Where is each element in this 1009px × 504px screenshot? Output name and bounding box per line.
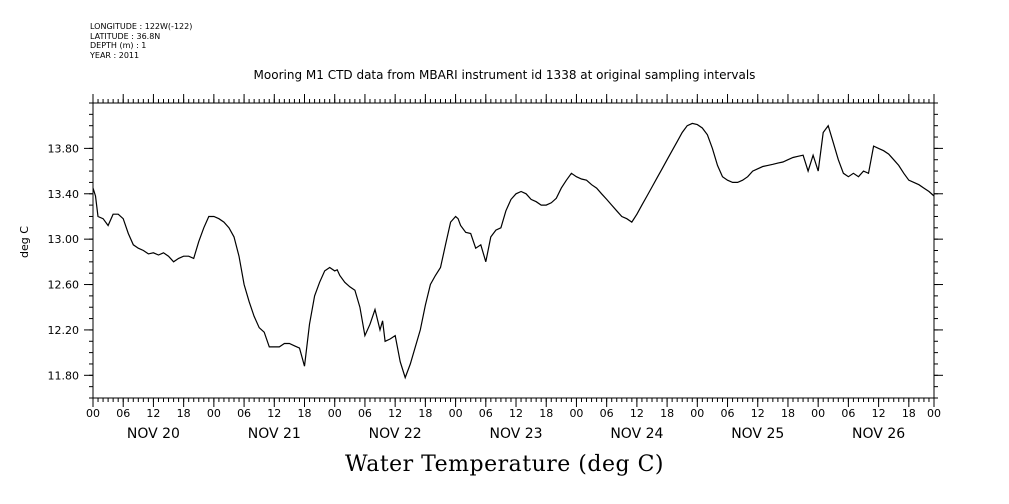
x-hour-tick-label: 00 (328, 407, 342, 420)
x-hour-tick-label: 18 (539, 407, 553, 420)
y-tick-label: 13.80 (48, 142, 80, 155)
x-hour-tick-label: 00 (207, 407, 221, 420)
year-label: YEAR : 2011 (90, 50, 140, 60)
x-hour-tick-label: 12 (751, 407, 765, 420)
plot-frame (92, 102, 935, 399)
x-hour-tick-label: 06 (600, 407, 614, 420)
x-hour-tick-label: 06 (237, 407, 251, 420)
x-hour-tick-label: 00 (811, 407, 825, 420)
x-hour-tick-label: 00 (927, 407, 941, 420)
latitude-label: LATITUDE : 36.8N (90, 31, 161, 41)
x-hour-tick-label: 00 (569, 407, 583, 420)
x-hour-tick-label: 06 (721, 407, 735, 420)
y-tick-label: 13.40 (48, 188, 80, 201)
y-tick-label: 12.20 (48, 324, 80, 337)
x-hour-tick-label: 00 (690, 407, 704, 420)
x-hour-tick-label: 18 (298, 407, 312, 420)
y-tick-label: 12.60 (48, 279, 80, 292)
x-hour-tick-label: 12 (872, 407, 886, 420)
x-hour-tick-label: 12 (630, 407, 644, 420)
x-hour-tick-label: 12 (146, 407, 160, 420)
x-hour-tick-label: 18 (177, 407, 191, 420)
x-hour-tick-label: 18 (418, 407, 432, 420)
metadata-block: LONGITUDE : 122W(-122) LATITUDE : 36.8N … (90, 22, 192, 60)
x-date-label: NOV 24 (610, 426, 663, 442)
y-tick-label: 13.00 (48, 233, 80, 246)
x-hour-tick-label: 00 (86, 407, 100, 420)
x-hour-tick-label: 18 (781, 407, 795, 420)
x-hour-tick-label: 18 (902, 407, 916, 420)
x-date-label: NOV 20 (127, 426, 180, 442)
longitude-label: LONGITUDE : 122W(-122) (90, 22, 193, 31)
x-date-label: NOV 21 (248, 426, 301, 442)
x-hour-tick-label: 06 (358, 407, 372, 420)
x-hour-tick-label: 06 (479, 407, 493, 420)
x-hour-tick-label: 00 (449, 407, 463, 420)
water-temperature-line (92, 122, 935, 380)
depth-label: DEPTH (m) : 1 (90, 41, 147, 50)
x-hour-tick-label: 18 (660, 407, 674, 420)
x-hour-tick-label: 12 (509, 407, 523, 420)
x-hour-tick-label: 12 (267, 407, 281, 420)
x-date-label: NOV 25 (731, 426, 784, 442)
x-date-label: NOV 22 (369, 426, 422, 442)
x-date-label: NOV 26 (852, 426, 905, 442)
x-axis-caption: Water Temperature (deg C) (345, 452, 664, 477)
x-hour-tick-label: 06 (116, 407, 130, 420)
x-hour-tick-label: 12 (388, 407, 402, 420)
x-date-label: NOV 23 (489, 426, 542, 442)
x-hour-tick-label: 06 (841, 407, 855, 420)
y-tick-label: 11.80 (48, 369, 80, 382)
chart-title: Mooring M1 CTD data from MBARI instrumen… (253, 68, 756, 82)
